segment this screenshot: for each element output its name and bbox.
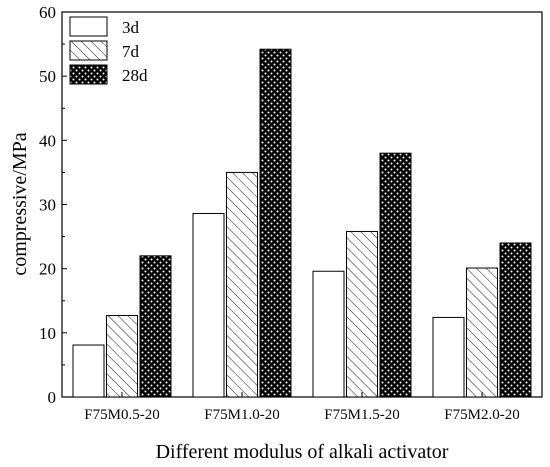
bar-7d-F75M1.5-20 bbox=[346, 230, 378, 398]
y-tick-label: 50 bbox=[39, 67, 56, 86]
x-axis: F75M0.5-20 F75M1.0-20 F75M1.5-20 F75M2.0-20 bbox=[84, 392, 520, 423]
bar-7d-F75M2.0-20 bbox=[466, 267, 498, 398]
y-tick-label: 10 bbox=[39, 324, 56, 343]
legend: 3d 7d 28d bbox=[69, 16, 148, 85]
bar-28d-F75M0.5-20 bbox=[139, 255, 172, 398]
legend-swatch-7d bbox=[69, 40, 108, 61]
legend-label-7d: 7d bbox=[122, 42, 140, 61]
y-tick-label: 60 bbox=[39, 3, 56, 22]
bar-3d-F75M1.0-20 bbox=[192, 212, 225, 398]
legend-label-3d: 3d bbox=[122, 18, 140, 37]
legend-swatch-3d bbox=[69, 16, 108, 37]
legend-swatch-28d bbox=[69, 64, 108, 85]
legend-label-28d: 28d bbox=[122, 66, 148, 85]
y-axis-label: compressive/MPa bbox=[9, 132, 31, 275]
bar-28d-F75M1.5-20 bbox=[379, 152, 412, 398]
bar-7d-F75M0.5-20 bbox=[106, 315, 138, 398]
x-tick-label: F75M0.5-20 bbox=[84, 407, 159, 423]
y-tick-label: 0 bbox=[48, 388, 57, 407]
bars-group bbox=[72, 48, 532, 398]
x-tick-label: F75M1.5-20 bbox=[324, 407, 399, 423]
x-tick-label: F75M1.0-20 bbox=[204, 407, 279, 423]
x-tick-label: F75M2.0-20 bbox=[444, 407, 519, 423]
y-tick-label: 20 bbox=[39, 260, 56, 279]
x-axis-label: Different modulus of alkali activator bbox=[156, 441, 449, 463]
bar-28d-F75M2.0-20 bbox=[499, 242, 532, 398]
bar-3d-F75M2.0-20 bbox=[432, 316, 465, 398]
bar-7d-F75M1.0-20 bbox=[226, 171, 258, 398]
y-tick-label: 30 bbox=[39, 196, 56, 215]
bar-3d-F75M0.5-20 bbox=[72, 344, 105, 398]
y-tick-label: 40 bbox=[39, 131, 56, 150]
bar-3d-F75M1.5-20 bbox=[312, 270, 345, 398]
y-axis: 0 10 20 30 40 50 60 bbox=[39, 3, 67, 407]
bar-28d-F75M1.0-20 bbox=[259, 48, 292, 398]
